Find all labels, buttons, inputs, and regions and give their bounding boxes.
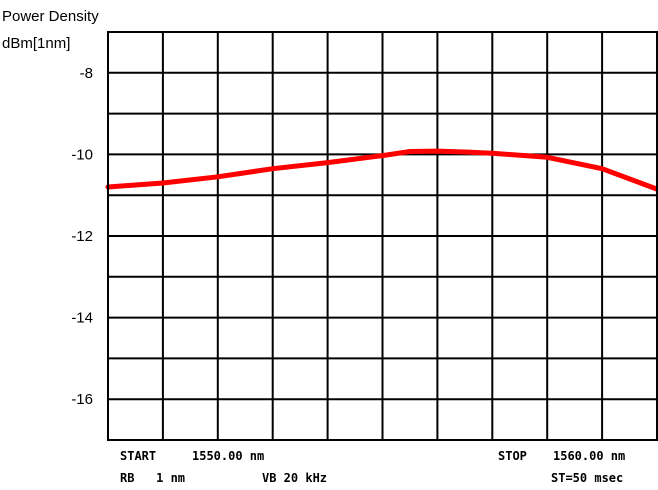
stop-label: STOP: [498, 449, 527, 463]
y-tick-label: -14: [71, 310, 93, 327]
stop-value: 1560.00 nm: [553, 449, 625, 463]
y-tick-label: -10: [71, 146, 93, 163]
series-group: [105, 148, 658, 192]
y-tick-label: -8: [80, 65, 93, 82]
y-axis-label-line2: dBm[1nm]: [2, 35, 70, 52]
start-value: 1550.00 nm: [192, 449, 264, 463]
y-tick-labels: -8 -10 -12 -14 -16: [71, 65, 93, 408]
video-bandwidth: VB 20 kHz: [262, 471, 327, 485]
sweep-time: ST=50 msec: [551, 471, 623, 485]
instrument-footer: START 1550.00 nm STOP 1560.00 nm RB 1 nm…: [120, 449, 625, 485]
start-label: START: [120, 449, 156, 463]
plot-frame: [107, 31, 658, 441]
y-axis-label-line1: Power Density: [2, 8, 99, 25]
series-line: [105, 148, 658, 192]
resolution-bandwidth: RB 1 nm: [120, 471, 185, 485]
y-tick-label: -12: [71, 228, 93, 245]
y-tick-label: -16: [71, 391, 93, 408]
grid: [108, 32, 657, 440]
